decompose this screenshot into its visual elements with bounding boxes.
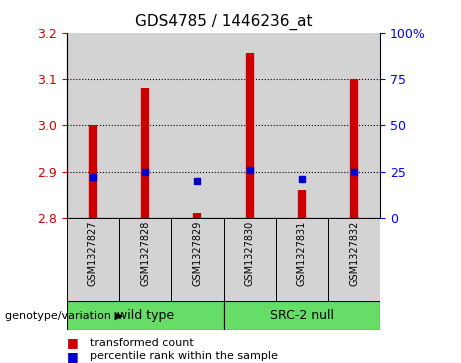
Bar — [276, 218, 328, 301]
Bar — [224, 33, 276, 218]
Bar — [276, 33, 328, 218]
Text: GSM1327827: GSM1327827 — [88, 220, 98, 286]
Text: ■: ■ — [67, 337, 78, 350]
Bar — [328, 218, 380, 301]
Bar — [328, 33, 380, 218]
Text: wild type: wild type — [117, 309, 174, 322]
Text: genotype/variation ▶: genotype/variation ▶ — [5, 311, 123, 321]
Text: SRC-2 null: SRC-2 null — [270, 309, 334, 322]
Text: GSM1327831: GSM1327831 — [297, 220, 307, 286]
Title: GDS4785 / 1446236_at: GDS4785 / 1446236_at — [135, 14, 313, 30]
Text: GSM1327832: GSM1327832 — [349, 220, 359, 286]
Text: ■: ■ — [67, 350, 78, 363]
Bar — [67, 218, 119, 301]
Text: GSM1327829: GSM1327829 — [192, 220, 202, 286]
Bar — [171, 33, 224, 218]
Text: transformed count: transformed count — [90, 338, 194, 348]
Text: percentile rank within the sample: percentile rank within the sample — [90, 351, 278, 362]
Bar — [67, 301, 224, 330]
Bar — [171, 218, 224, 301]
Bar — [67, 33, 119, 218]
Bar — [119, 33, 171, 218]
Bar — [224, 218, 276, 301]
Bar — [224, 301, 380, 330]
Text: GSM1327828: GSM1327828 — [140, 220, 150, 286]
Text: GSM1327830: GSM1327830 — [245, 220, 255, 286]
Bar — [119, 218, 171, 301]
